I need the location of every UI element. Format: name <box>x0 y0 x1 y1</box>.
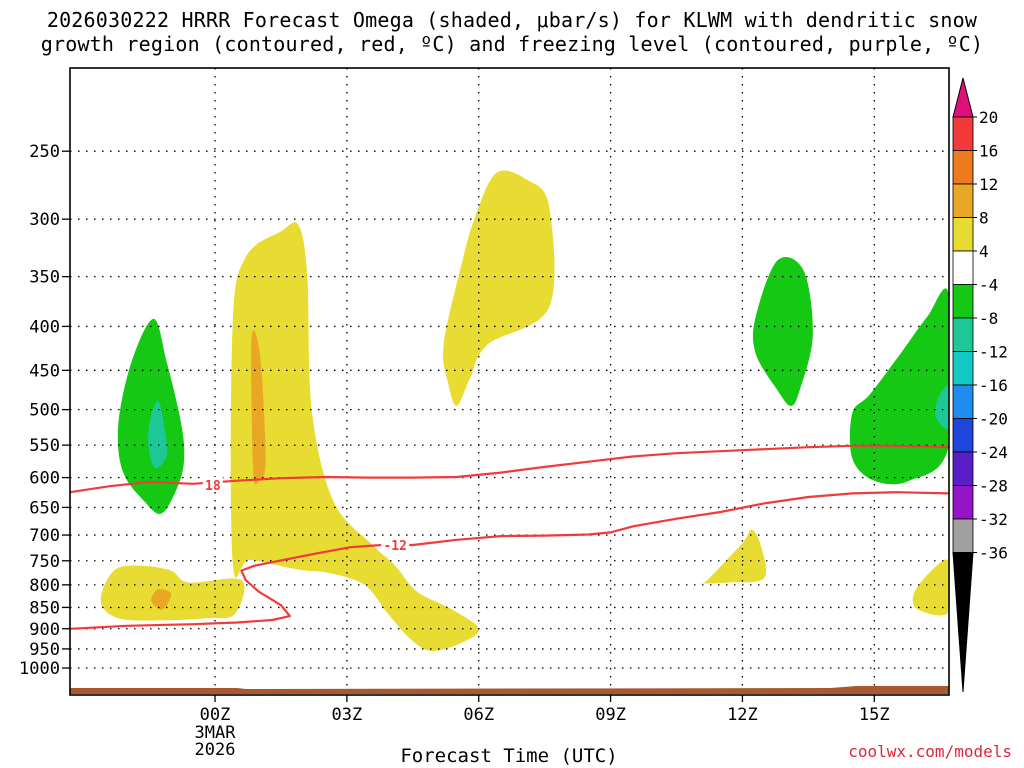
y-tick-label-850: 850 <box>29 598 60 618</box>
colorbar-label-16: 16 <box>979 142 998 161</box>
terrain-strip <box>70 686 949 694</box>
omega-region-upward-8-12-a <box>251 330 266 485</box>
omega-region-downward-4-8-c <box>849 288 949 485</box>
colorbar-label--8: -8 <box>979 309 998 328</box>
y-tick-label-550: 550 <box>29 436 60 456</box>
x-tick-label-12Z: 12Z <box>727 705 758 725</box>
colorbar-swatch-9 <box>952 418 974 453</box>
y-tick-label-350: 350 <box>29 268 60 288</box>
plot-contours: 18 -12 <box>70 444 949 630</box>
colorbar-swatch-2 <box>952 183 974 218</box>
y-tick-label-250: 250 <box>29 142 60 162</box>
x-tick-sublabel-3MAR: 3MAR <box>195 723 237 743</box>
x-tick-label-15Z: 15Z <box>859 705 890 725</box>
contour-label-bg-isotherm-minus-12 <box>381 537 410 553</box>
y-tick-label-700: 700 <box>29 526 60 546</box>
colorbar-swatch-1 <box>952 150 974 185</box>
contour-label-isotherm-minus-18: 18 <box>205 479 221 494</box>
chart-title-line1: 2026030222 HRRR Forecast Omega (shaded, … <box>46 8 978 32</box>
plot-gridlines <box>70 68 949 695</box>
colorbar-swatch-10 <box>952 451 974 486</box>
y-tick-label-500: 500 <box>29 401 60 421</box>
contour-isotherm-minus-18 <box>70 444 949 494</box>
y-tick-label-950: 950 <box>29 640 60 660</box>
colorbar-swatch-4 <box>952 250 974 285</box>
omega-region-downward-4-8-b <box>752 256 813 406</box>
y-tick-label-600: 600 <box>29 469 60 489</box>
colorbar-label--36: -36 <box>979 544 1008 563</box>
colorbar-label--24: -24 <box>979 443 1008 462</box>
y-tick-label-300: 300 <box>29 210 60 230</box>
colorbar-label-4: 4 <box>979 242 989 261</box>
colorbar-swatch-3 <box>952 217 974 252</box>
omega-region-upward-4-8-b <box>443 170 555 406</box>
contour-label-isotherm-minus-12: -12 <box>383 539 406 554</box>
colorbar-label--32: -32 <box>979 510 1008 529</box>
omega-region-downward-8-12-c <box>935 385 949 430</box>
y-tick-label-750: 750 <box>29 552 60 572</box>
colorbar-swatch-11 <box>952 485 974 520</box>
y-tick-label-800: 800 <box>29 576 60 596</box>
colorbar-swatch-7 <box>952 351 974 386</box>
omega-region-upward-4-8-e <box>912 559 949 616</box>
x-tick-label-09Z: 09Z <box>595 705 626 725</box>
contour-label-bg-isotherm-minus-18 <box>202 476 223 492</box>
colorbar-label--16: -16 <box>979 376 1008 395</box>
colorbar-swatch-6 <box>952 317 974 352</box>
x-tick-label-00Z: 00Z <box>200 705 231 725</box>
x-axis-label: Forecast Time (UTC) <box>400 745 617 767</box>
colorbar-label--28: -28 <box>979 477 1008 496</box>
omega-region-upward-4-8-a <box>230 222 479 652</box>
omega-region-upward-8-12-c <box>151 589 172 610</box>
y-tick-label-450: 450 <box>29 361 60 381</box>
plot-frame <box>69 67 950 696</box>
x-tick-label-03Z: 03Z <box>332 705 363 725</box>
y-tick-label-1000: 1000 <box>19 659 60 679</box>
y-tick-label-900: 900 <box>29 620 60 640</box>
y-tick-label-400: 400 <box>29 317 60 337</box>
colorbar-label-20: 20 <box>979 108 998 127</box>
colorbar-swatch-12 <box>952 518 974 553</box>
y-tick-label-650: 650 <box>29 498 60 518</box>
x-tick-label-06Z: 06Z <box>463 705 494 725</box>
colorbar-swatch-8 <box>952 384 974 419</box>
colorbar-swatch-0 <box>952 116 974 151</box>
omega-region-upward-4-8-d <box>700 529 767 585</box>
colorbar-legend: 20 16 12 8 4 -4 -8 -12 -16 -20 -24 -28 -32 -36 <box>952 77 1008 693</box>
omega-region-downward-8-12-a <box>148 400 168 469</box>
terrain <box>70 686 949 694</box>
colorbar-label-8: 8 <box>979 209 989 228</box>
colorbar-top-arrow <box>952 77 974 118</box>
omega-region-upward-4-8-c <box>100 565 245 621</box>
colorbar-label--4: -4 <box>979 276 998 295</box>
y-axis: 2503003504004505005506006507007508008509… <box>19 142 70 679</box>
plot-area-fills <box>100 170 949 652</box>
colorbar-label--12: -12 <box>979 343 1008 362</box>
colorbar-swatch-5 <box>952 284 974 319</box>
colorbar-bottom-arrow <box>952 552 974 693</box>
colorbar-label-12: 12 <box>979 175 998 194</box>
credit-text: coolwx.com/models <box>848 742 1012 761</box>
x-tick-sublabel-2026: 2026 <box>195 740 236 760</box>
colorbar-label--20: -20 <box>979 410 1008 429</box>
chart-title-line2: growth region (contoured, red, ºC) and f… <box>40 32 984 56</box>
